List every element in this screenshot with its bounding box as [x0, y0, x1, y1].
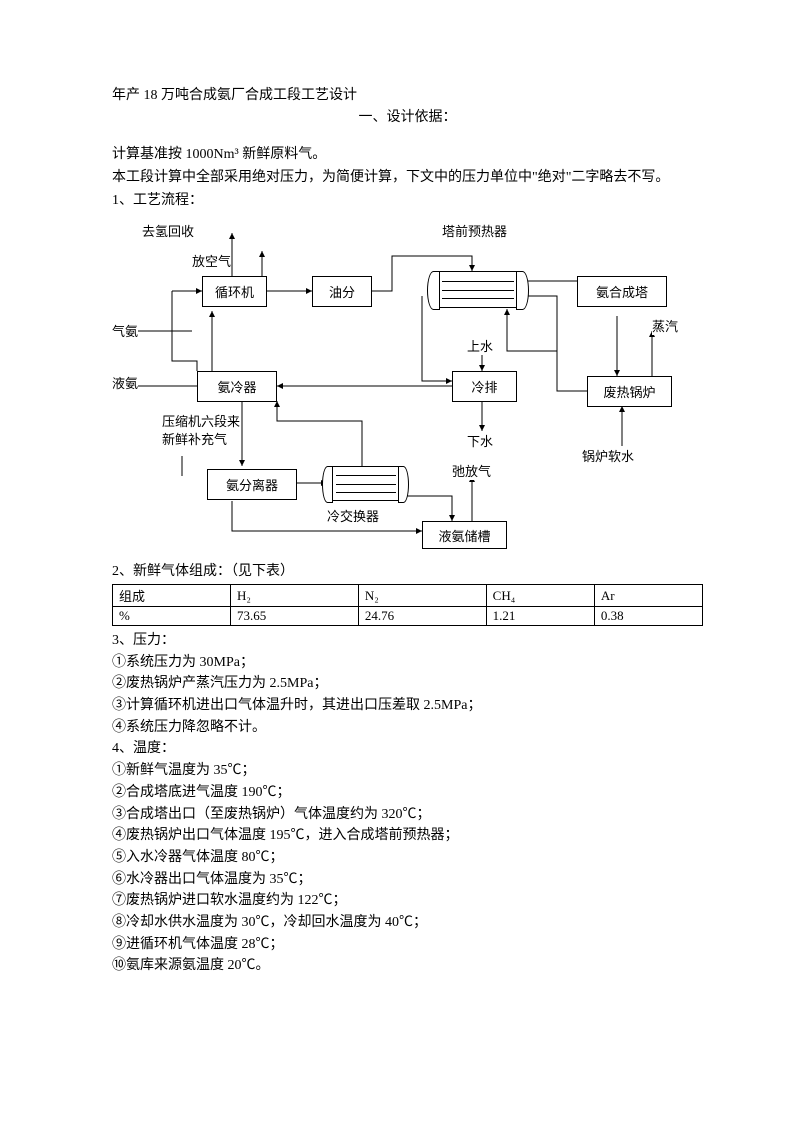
composition-heading: 2、新鲜气体组成：（见下表） — [112, 561, 703, 582]
intro-line-3: 1、工艺流程： — [112, 190, 703, 211]
box-cold-row: 冷排 — [452, 371, 517, 402]
label-water-in: 上水 — [467, 336, 493, 355]
box-ammonia-tower: 氨合成塔 — [577, 276, 667, 307]
label-steam: 蒸汽 — [652, 316, 678, 335]
label-preheater: 塔前预热器 — [442, 221, 507, 240]
pressure-item: ④系统压力降忽略不计。 — [112, 717, 703, 739]
table-header: 组成 — [113, 585, 231, 607]
table-header: H₂ — [231, 585, 359, 607]
label-purge: 弛放气 — [452, 461, 491, 480]
label-vent: 放空气 — [192, 251, 231, 270]
temperature-item: ①新鲜气温度为 35℃； — [112, 760, 703, 782]
intro-line-1: 计算基准按 1000Nm³ 新鲜原料气。 — [112, 144, 703, 165]
label-boiler-water: 锅炉软水 — [582, 446, 634, 465]
preheater-icon — [432, 271, 524, 308]
temperature-item: ③合成塔出口（至废热锅炉）气体温度约为 320℃； — [112, 804, 703, 826]
label-gas-nh3: 气氨 — [112, 321, 138, 340]
box-liq-tank: 液氨储槽 — [422, 521, 507, 549]
box-amm-cooler: 氨冷器 — [197, 371, 277, 402]
temperature-item: ⑦废热锅炉进口软水温度约为 122℃； — [112, 890, 703, 912]
pressure-item: ①系统压力为 30MPa； — [112, 652, 703, 674]
temperature-heading: 4、温度： — [112, 738, 703, 760]
table-cell: 73.65 — [231, 607, 359, 626]
temperature-item: ⑤入水冷器气体温度 80℃； — [112, 847, 703, 869]
box-circulator: 循环机 — [202, 276, 267, 307]
box-amm-separator: 氨分离器 — [207, 469, 297, 500]
process-flow-diagram: 去氢回收 放空气 气氨 液氨 塔前预热器 蒸汽 上水 下水 锅炉软水 压缩机六段… — [112, 221, 692, 551]
table-header: Ar — [594, 585, 702, 607]
pressure-heading: 3、压力： — [112, 630, 703, 652]
intro-line-2: 本工段计算中全部采用绝对压力，为简便计算，下文中的压力单位中"绝对"二字略去不写… — [112, 167, 703, 188]
temperature-item: ⑨进循环机气体温度 28℃； — [112, 934, 703, 956]
table-cell: 1.21 — [486, 607, 594, 626]
table-cell: % — [113, 607, 231, 626]
table-header: CH₄ — [486, 585, 594, 607]
composition-table: 组成 H₂ N₂ CH₄ Ar % 73.65 24.76 1.21 0.38 — [112, 584, 703, 626]
label-compressor: 压缩机六段来 — [162, 411, 240, 430]
label-cold-exchanger: 冷交换器 — [327, 506, 379, 525]
temperature-item: ④废热锅炉出口气体温度 195℃，进入合成塔前预热器； — [112, 825, 703, 847]
temperature-item: ⑩氨库来源氨温度 20℃。 — [112, 955, 703, 977]
table-header: N₂ — [358, 585, 486, 607]
temperature-item: ⑧冷却水供水温度为 30℃，冷却回水温度为 40℃； — [112, 912, 703, 934]
label-water-out: 下水 — [467, 431, 493, 450]
pressure-item: ③计算循环机进出口气体温升时，其进出口压差取 2.5MPa； — [112, 695, 703, 717]
table-cell: 24.76 — [358, 607, 486, 626]
pressure-item: ②废热锅炉产蒸汽压力为 2.5MPa； — [112, 673, 703, 695]
cold-exchanger-icon — [327, 466, 404, 501]
section-heading: 一、设计依据： — [112, 106, 703, 126]
label-h2-recovery: 去氢回收 — [142, 221, 194, 240]
table-cell: 0.38 — [594, 607, 702, 626]
label-liq-nh3: 液氨 — [112, 373, 138, 392]
label-fresh-gas: 新鲜补充气 — [162, 429, 227, 448]
temperature-item: ②合成塔底进气温度 190℃； — [112, 782, 703, 804]
box-waste-boiler: 废热锅炉 — [587, 376, 672, 407]
temperature-item: ⑥水冷器出口气体温度为 35℃； — [112, 869, 703, 891]
box-oil-sep: 油分 — [312, 276, 372, 307]
page-title: 年产 18 万吨合成氨厂合成工段工艺设计 — [112, 84, 703, 104]
